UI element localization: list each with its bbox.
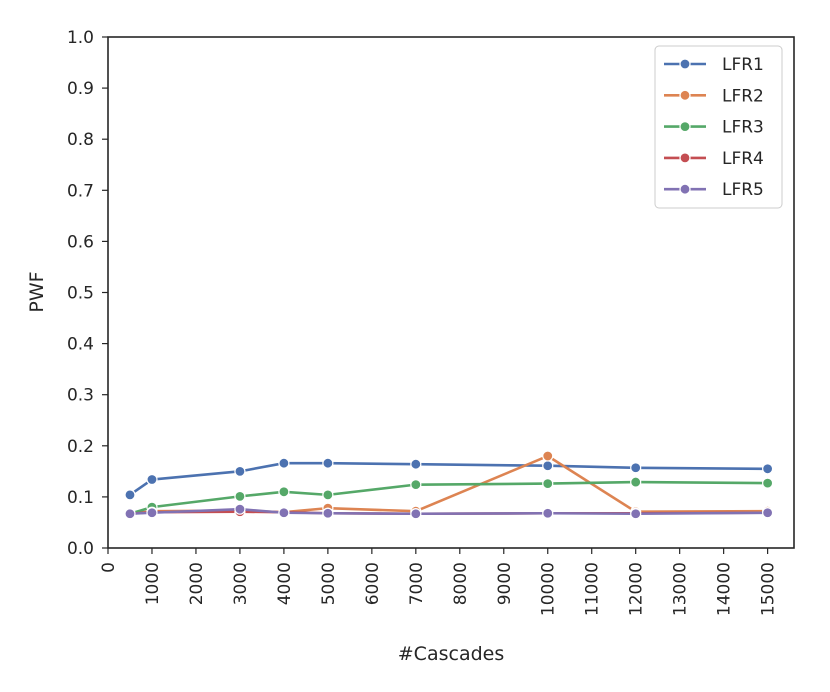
x-tick-label: 14000 [715, 562, 735, 616]
x-tick-label: 12000 [627, 562, 647, 616]
y-tick-label: 0.3 [67, 386, 94, 406]
y-tick-label: 0.7 [67, 181, 94, 201]
legend-marker [679, 89, 691, 101]
series-lfr1 [124, 457, 774, 501]
data-point [124, 508, 136, 520]
legend-item-lfr3: LFR3 [664, 118, 764, 138]
legend-item-lfr2: LFR2 [664, 86, 764, 106]
data-point [762, 463, 774, 475]
data-point [542, 460, 554, 472]
x-tick-label: 7000 [407, 562, 427, 605]
x-tick-label: 4000 [275, 562, 295, 605]
data-point [234, 490, 246, 502]
x-tick-label: 2000 [187, 562, 207, 605]
y-tick-label: 1.0 [67, 28, 94, 48]
x-tick-label: 10000 [539, 562, 559, 616]
x-tick-label: 5000 [319, 562, 339, 605]
legend-label: LFR1 [722, 55, 764, 75]
data-point [542, 478, 554, 490]
data-point [124, 489, 136, 501]
data-point [322, 457, 334, 469]
legend-frame [654, 45, 783, 209]
x-tick-label: 13000 [671, 562, 691, 616]
y-tick-label: 0.2 [67, 437, 94, 457]
data-point [234, 503, 246, 515]
x-tick-label: 11000 [583, 562, 603, 616]
x-tick-label: 0 [99, 562, 119, 573]
data-point [278, 457, 290, 469]
data-point [322, 507, 334, 519]
data-point [234, 465, 246, 477]
data-point [630, 508, 642, 520]
x-tick-label: 6000 [363, 562, 383, 605]
legend-label: LFR2 [722, 86, 764, 106]
data-point [322, 489, 334, 501]
data-point [410, 479, 422, 491]
legend-marker [679, 183, 691, 195]
legend-item-lfr4: LFR4 [664, 149, 764, 169]
x-tick-label: 1000 [143, 562, 163, 605]
legend-label: LFR3 [722, 118, 764, 138]
data-point [542, 507, 554, 519]
data-point [278, 486, 290, 498]
y-tick-label: 0.5 [67, 284, 94, 304]
data-point [630, 462, 642, 474]
y-tick-label: 0.4 [67, 335, 94, 355]
legend-label: LFR5 [722, 180, 764, 200]
series-layer [124, 450, 774, 520]
x-tick-label: 9000 [495, 562, 515, 605]
data-point [630, 476, 642, 488]
y-tick-label: 0.9 [67, 79, 94, 99]
y-tick-label: 0.0 [67, 539, 94, 559]
data-point [146, 473, 158, 486]
legend-item-lfr1: LFR1 [664, 55, 764, 75]
legend-marker [679, 58, 691, 70]
x-axis-ticks: 0 1000 2000 3000 4000 5000 6000 7000 8000 9000 100… [99, 548, 779, 616]
legend-item-lfr5: LFR5 [664, 180, 764, 200]
data-point [278, 507, 290, 519]
y-tick-label: 0.1 [67, 488, 94, 508]
x-tick-label: 3000 [231, 562, 251, 605]
data-point [146, 507, 158, 519]
legend-label: LFR4 [722, 149, 764, 169]
legend-marker [679, 120, 691, 133]
y-axis-label: PWF [26, 271, 48, 312]
y-tick-label: 0.8 [67, 130, 94, 150]
data-point [542, 450, 554, 462]
legend-marker [679, 152, 691, 164]
x-tick-label: 8000 [451, 562, 471, 605]
plot-frame [107, 36, 795, 549]
y-tick-label: 0.6 [67, 232, 94, 252]
series-lfr5 [124, 503, 774, 520]
y-axis-ticks: 0.0 0.1 0.2 0.3 0.4 0.5 0.6 0.7 0.8 0.9 1.0 [67, 28, 108, 559]
x-axis-label: #Cascades [398, 643, 504, 665]
x-tick-label: 15000 [759, 562, 779, 616]
data-point [762, 477, 774, 489]
data-point [410, 508, 422, 520]
data-point [410, 458, 422, 470]
data-point [762, 507, 774, 519]
legend: LFR1 LFR2 LFR3 LFR4 LFR5 [654, 45, 783, 209]
